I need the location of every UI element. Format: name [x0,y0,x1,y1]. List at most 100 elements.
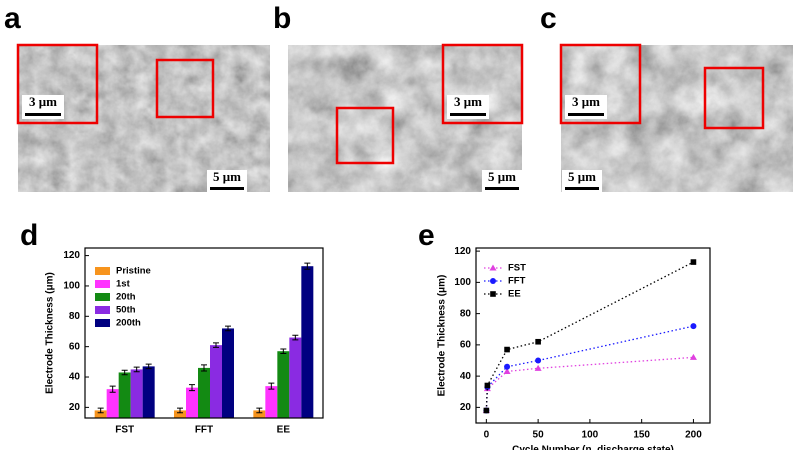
y-tick-label: 60 [69,341,81,352]
bar [222,328,234,418]
panel-label: a [4,2,21,35]
legend-label: FST [508,263,526,274]
bar [174,410,186,418]
error-bar [268,382,275,390]
inset-frame [441,43,524,125]
y-tick-label: 100 [63,281,80,292]
scale-label: 5 μm [213,169,241,184]
error-bar [145,363,152,370]
y-tick-label: 40 [460,371,472,382]
scale-bg [207,170,247,192]
marker [690,323,697,330]
scale-label: 3 μm [29,94,57,109]
y-axis-label: Electrode Thickness (μm) [437,275,448,397]
legend-label: Pristine [116,266,151,277]
inset-frame [559,43,642,125]
y-tick-label: 20 [69,402,81,413]
legend-label: 20th [116,292,136,303]
panel-label: e [418,219,435,252]
plot-frame [475,247,711,424]
y-axis-label: Electrode Thickness (μm) [45,272,56,394]
marker [689,353,697,360]
x-tick-label: 150 [633,430,650,441]
x-tick-label: 200 [685,430,702,441]
legend-swatch [95,306,110,314]
legend-label: FFT [508,276,526,287]
scale-bar [25,113,61,116]
scale-bar [568,113,604,116]
zoom-box [155,58,215,119]
error-bar [256,407,263,414]
legend-swatch [95,319,110,327]
legend-label: 50th [116,305,136,316]
marker [534,364,542,371]
y-tick-label: 80 [460,308,472,319]
y-tick-label: 100 [454,277,471,288]
y-tick-label: 20 [460,402,472,413]
error-bar [109,385,116,393]
bar [186,387,198,418]
scale-bg [562,170,602,192]
error-bar [121,369,128,376]
legend-marker [490,278,496,284]
bar [94,410,107,418]
y-tick-label: 80 [69,311,81,322]
panel-label: d [20,219,38,252]
scale-label: 3 μm [572,94,600,109]
error-bar [280,348,287,354]
scale-bar [210,187,244,190]
y-tick-label: 120 [63,250,80,261]
scale-label: 5 μm [568,169,596,184]
scale-bar [450,113,486,116]
error-bar [292,334,299,341]
legend-swatch [95,267,110,275]
bar [277,351,290,418]
marker [483,407,490,414]
marker [484,382,491,389]
zoom-box [335,106,395,165]
marker [504,363,511,370]
y-tick-label: 40 [69,372,81,383]
legend-marker [489,264,497,271]
bar [210,345,222,418]
y-tick-label: 60 [460,340,472,351]
scale-bar [485,187,519,190]
bar [130,369,143,418]
scale-label: 3 μm [454,94,482,109]
panel-label: b [273,2,291,35]
error-bar [201,364,207,372]
bar [301,266,314,418]
marker [535,357,542,364]
x-tick-label: 0 [484,430,490,441]
legend-label: 200th [116,318,141,329]
x-tick-label: FST [115,425,134,436]
error-bar [133,366,140,373]
bar [118,372,131,418]
marker [690,259,697,265]
legend-label: 1st [116,279,131,290]
scale-label: 5 μm [488,169,516,184]
legend-swatch [95,293,110,301]
x-tick-label: FFT [195,425,213,436]
legend-marker [490,291,496,297]
error-bar [213,342,219,348]
error-bar [304,262,311,270]
bar [106,389,119,418]
x-tick-label: 100 [582,430,599,441]
error-bar [225,325,231,332]
series-line [485,261,694,411]
series-line [485,356,694,411]
legend-swatch [95,280,110,288]
marker [535,338,541,345]
bar [289,337,302,418]
error-bar [189,384,195,392]
plot-frame [84,247,324,419]
scale-bg [482,170,522,192]
bar [253,410,266,418]
marker [503,367,511,374]
x-tick-label: 50 [533,430,545,441]
legend-label: EE [508,289,521,300]
zoom-box [703,66,765,130]
bar [142,366,155,418]
